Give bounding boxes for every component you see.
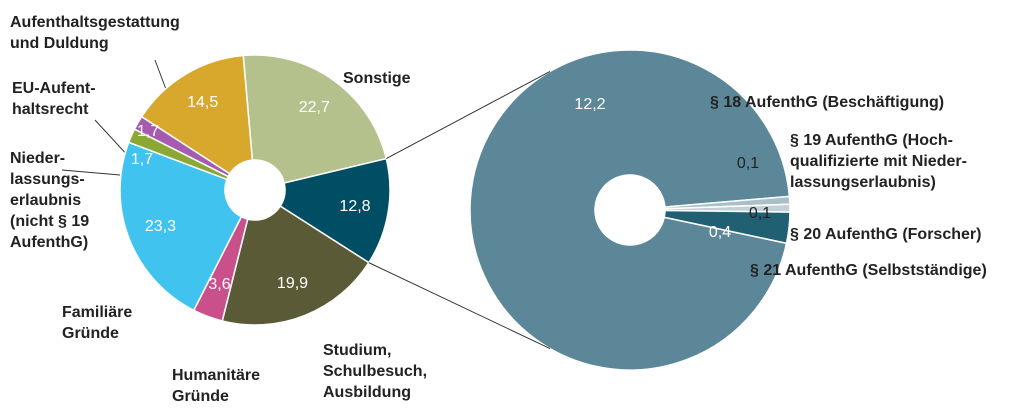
category-label: § 20 AufenthG (Forscher) [790,226,982,243]
category-label: Nieder- lassungs- erlaubnis (nicht § 19 … [10,150,90,251]
value-label: 12,8 [339,197,371,215]
slice [242,54,388,184]
category-label: Humanitäre Gründe [172,367,261,405]
value-label: 0,1 [736,155,760,172]
category-label: Aufenthaltsgestattung und Duldung [10,14,180,52]
value-label: 1,7 [130,151,154,168]
leader [61,169,121,176]
value-label: 12,2 [574,96,606,113]
value-label: 23,3 [144,217,177,235]
category-label: § 18 AufenthG (Beschäftigung) [710,94,945,111]
value-label: 3,6 [208,275,231,293]
category-label: Sonstige [343,70,411,87]
leader [94,119,131,159]
value-label: 22,7 [298,98,330,116]
category-label: EU-Aufent- haltsrecht [12,80,96,118]
category-label: § 19 AufenthG (Hoch- qualifizierte mit N… [790,132,967,191]
value-label: 19,9 [276,275,309,293]
slice [279,157,391,264]
value-label: 14,5 [187,94,219,112]
slice [140,54,254,175]
category-label: Familiäre Gründe [62,304,133,342]
slice [663,209,791,245]
value-label: 0,4 [708,224,732,241]
connector [368,262,551,350]
category-label: § 21 AufenthG (Selbstständige) [750,262,987,279]
category-label: Studium, Schulbesuch, Ausbildung [323,342,428,401]
slice [221,205,370,326]
value-label: 1,7 [136,123,160,140]
connector [386,70,551,160]
value-label: 0,1 [748,205,772,222]
slice [119,141,243,312]
slice [469,49,791,371]
